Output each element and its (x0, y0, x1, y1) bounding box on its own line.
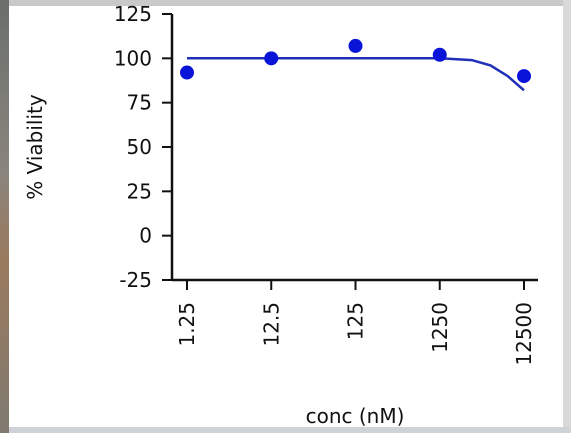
background-edge-left (0, 0, 9, 433)
background-edge-bottom (9, 427, 571, 433)
x-tick-label: 12500 (512, 302, 536, 366)
data-point (517, 69, 531, 84)
y-tick-label: 100 (114, 46, 152, 70)
fit-curve (187, 57, 525, 92)
ticks: -25 0 25 50 75 100 125 1.25 12.5 125 1250 12500 (114, 2, 536, 366)
marks (180, 38, 531, 92)
y-tick-label: -25 (119, 268, 152, 292)
data-point (180, 65, 194, 80)
x-tick-label: 125 (344, 302, 368, 340)
axes (170, 14, 538, 282)
y-tick-label: 0 (139, 224, 152, 248)
y-axis-title: % Viability (23, 94, 47, 200)
y-tick-label: 50 (127, 135, 152, 159)
data-point (348, 38, 363, 53)
y-tick-label: 25 (127, 179, 152, 203)
x-tick-label: 1250 (428, 302, 452, 353)
data-point (432, 47, 447, 62)
data-point (264, 51, 279, 66)
y-tick-label: 75 (127, 91, 152, 115)
x-tick-label: 12.5 (259, 302, 283, 347)
x-tick-label: 1.25 (175, 302, 199, 347)
x-axis-title: conc (nM) (306, 404, 405, 428)
y-tick-label: 125 (114, 2, 152, 26)
background-edge-top (9, 0, 571, 6)
background-edge-right (563, 0, 571, 433)
